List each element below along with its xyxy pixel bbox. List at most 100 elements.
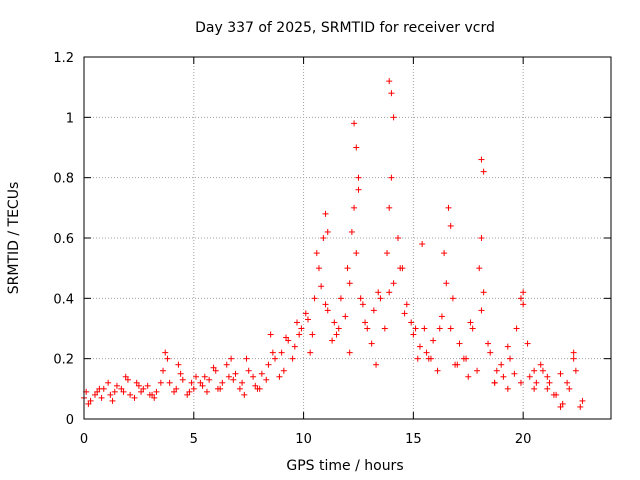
data-point bbox=[329, 337, 336, 344]
data-point bbox=[96, 385, 103, 392]
data-point bbox=[390, 280, 397, 287]
data-point bbox=[135, 382, 142, 389]
data-point bbox=[421, 325, 428, 332]
data-point bbox=[210, 364, 217, 371]
data-point bbox=[447, 222, 454, 229]
data-point bbox=[313, 250, 320, 257]
data-point bbox=[171, 388, 178, 395]
data-point bbox=[335, 325, 342, 332]
data-point bbox=[476, 265, 483, 272]
data-point bbox=[265, 361, 272, 368]
data-point bbox=[533, 379, 540, 386]
data-point bbox=[309, 331, 316, 338]
data-point bbox=[353, 144, 360, 151]
data-point bbox=[485, 340, 492, 347]
data-point bbox=[232, 370, 239, 377]
data-point bbox=[559, 400, 566, 407]
data-point bbox=[322, 210, 329, 217]
data-point bbox=[179, 376, 186, 383]
data-point bbox=[491, 379, 498, 386]
data-point bbox=[465, 373, 472, 380]
data-point bbox=[357, 295, 364, 302]
data-point bbox=[520, 289, 527, 296]
data-point bbox=[498, 361, 505, 368]
data-point bbox=[322, 301, 329, 308]
x-tick-label: 15 bbox=[405, 432, 422, 447]
data-point bbox=[160, 367, 167, 374]
data-point bbox=[423, 349, 430, 356]
data-point bbox=[285, 337, 292, 344]
data-point bbox=[241, 391, 248, 398]
data-point bbox=[531, 385, 538, 392]
data-point bbox=[517, 379, 524, 386]
data-point bbox=[177, 370, 184, 377]
data-point bbox=[546, 379, 553, 386]
data-point bbox=[452, 361, 459, 368]
data-point bbox=[109, 397, 116, 404]
data-point bbox=[236, 385, 243, 392]
data-point bbox=[304, 316, 311, 323]
data-point bbox=[296, 331, 303, 338]
data-point bbox=[348, 228, 355, 235]
data-point bbox=[254, 385, 261, 392]
data-point bbox=[381, 325, 388, 332]
data-point bbox=[311, 295, 318, 302]
data-point bbox=[544, 385, 551, 392]
data-point bbox=[438, 313, 445, 320]
data-point bbox=[364, 325, 371, 332]
data-point bbox=[272, 355, 279, 362]
data-point bbox=[293, 319, 300, 326]
data-point bbox=[276, 373, 283, 380]
data-point bbox=[399, 265, 406, 272]
data-point bbox=[223, 361, 230, 368]
data-point bbox=[414, 355, 421, 362]
data-point bbox=[175, 361, 182, 368]
data-point bbox=[98, 394, 105, 401]
data-point bbox=[566, 385, 573, 392]
data-point bbox=[410, 331, 417, 338]
y-tick-label: 1 bbox=[66, 111, 74, 126]
data-point bbox=[526, 373, 533, 380]
data-point bbox=[511, 370, 518, 377]
data-point bbox=[504, 343, 511, 350]
data-point bbox=[239, 379, 246, 386]
data-point bbox=[362, 319, 369, 326]
data-point bbox=[456, 340, 463, 347]
data-point bbox=[359, 301, 366, 308]
data-point bbox=[480, 168, 487, 175]
data-point bbox=[320, 235, 327, 241]
data-point bbox=[162, 349, 169, 356]
data-point bbox=[368, 340, 375, 347]
data-point bbox=[506, 355, 513, 362]
data-point bbox=[513, 325, 520, 332]
y-tick-label: 1.2 bbox=[53, 51, 74, 66]
data-point bbox=[324, 228, 331, 235]
data-point bbox=[111, 388, 118, 395]
y-tick-label: 0.4 bbox=[53, 292, 74, 307]
data-point bbox=[443, 280, 450, 287]
data-point bbox=[118, 385, 125, 392]
data-point bbox=[166, 379, 173, 386]
data-point bbox=[386, 78, 393, 85]
data-point bbox=[537, 361, 544, 368]
data-point bbox=[199, 382, 206, 389]
y-tick-label: 0.8 bbox=[53, 172, 74, 187]
data-point bbox=[346, 349, 353, 356]
data-point bbox=[140, 385, 147, 392]
chart-title: Day 337 of 2025, SRMTID for receiver vcr… bbox=[195, 20, 495, 36]
data-point bbox=[131, 394, 138, 401]
data-point bbox=[107, 391, 114, 398]
data-point bbox=[133, 379, 140, 386]
y-tick-label: 0.2 bbox=[53, 353, 74, 368]
data-point bbox=[353, 250, 360, 257]
data-point bbox=[263, 376, 270, 383]
data-point bbox=[408, 319, 415, 326]
data-point bbox=[307, 349, 314, 356]
data-point bbox=[390, 114, 397, 121]
data-point bbox=[478, 235, 485, 241]
data-point bbox=[419, 241, 426, 248]
data-point bbox=[500, 373, 507, 380]
data-point bbox=[579, 397, 586, 404]
data-point bbox=[138, 388, 145, 395]
